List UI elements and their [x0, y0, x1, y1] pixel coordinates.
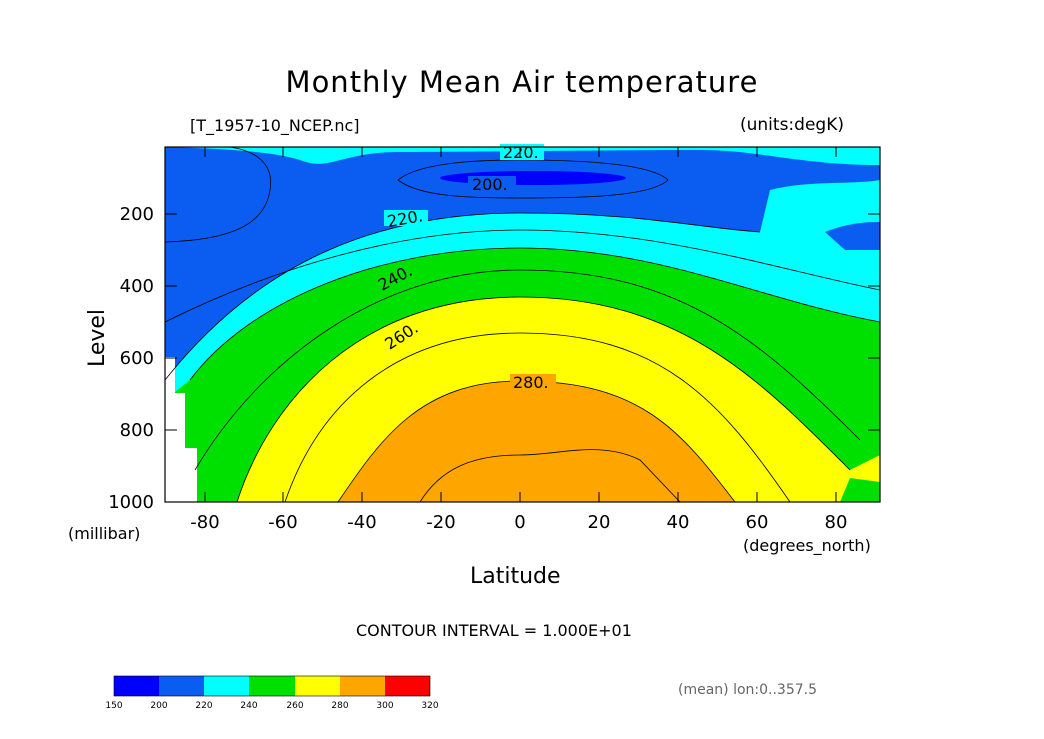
y-tick-label: 800 — [120, 420, 154, 441]
x-tick-labels: -80 -60 -40 -20 0 20 40 60 80 — [190, 512, 847, 533]
contour-line — [164, 146, 272, 243]
x-axis-units: (degrees_north) — [743, 536, 871, 555]
units-label: (units:degK) — [740, 115, 844, 135]
colorbar-label: 240 — [240, 701, 258, 711]
colorbar-swatch — [159, 676, 204, 696]
colorbar-swatch — [204, 676, 249, 696]
x-tick-label: 80 — [825, 512, 848, 533]
colorbar-label: 320 — [421, 701, 439, 711]
x-tick-label: 20 — [588, 512, 611, 533]
x-tick-label: -20 — [426, 512, 455, 533]
colorbar-swatch — [249, 676, 295, 696]
x-tick-label: -60 — [268, 512, 297, 533]
colorbar-swatch — [295, 676, 340, 696]
x-tick-label: 0 — [514, 512, 525, 533]
x-tick-label: 40 — [667, 512, 690, 533]
band-blue-arctic — [825, 222, 880, 250]
x-tick-label: 60 — [746, 512, 769, 533]
band-280-300 — [338, 381, 735, 502]
y-tick-label: 200 — [120, 204, 154, 225]
contour-line — [397, 159, 669, 199]
colorbar-label: 150 — [105, 701, 123, 711]
contour-line — [194, 269, 861, 471]
file-label: [T_1957-10_NCEP.nc] — [190, 116, 360, 135]
band-lt-200 — [440, 171, 626, 185]
x-ticks — [204, 147, 837, 502]
y-axis-units: (millibar) — [68, 524, 141, 543]
y-tick-labels: 200 400 600 800 1000 — [108, 204, 154, 513]
chart-title: Monthly Mean Air temperature — [285, 65, 759, 99]
y-tick-label: 1000 — [108, 492, 154, 513]
plot-frame — [164, 146, 881, 503]
contour-interval: CONTOUR INTERVAL = 1.000E+01 — [356, 621, 632, 640]
x-tick-label: -40 — [347, 512, 376, 533]
contour-line — [164, 229, 881, 323]
contour-label: 220. — [503, 143, 539, 162]
y-axis-label: Level — [85, 308, 110, 368]
contour-line — [164, 212, 761, 381]
y-tick-label: 400 — [120, 276, 154, 297]
contour-line — [419, 449, 681, 503]
contour-line — [284, 332, 791, 503]
colorbar-label: 200 — [150, 701, 168, 711]
y-tick-label: 600 — [120, 348, 154, 369]
contour-line — [236, 296, 851, 503]
x-tick-label: -80 — [190, 512, 219, 533]
band-220-240-top — [165, 147, 880, 165]
contour-fills — [165, 147, 880, 502]
colorbar-swatch — [385, 676, 430, 696]
band-green-arctic — [840, 478, 880, 502]
missing-data-3 — [165, 448, 197, 502]
y-ticks — [165, 213, 880, 431]
colorbar-label: 300 — [376, 701, 394, 711]
colorbar-swatch — [340, 676, 385, 696]
colorbar-swatch — [114, 676, 159, 696]
x-axis-label: Latitude — [470, 564, 561, 589]
contour-lines — [164, 146, 881, 503]
colorbar-label: 260 — [286, 701, 304, 711]
contour-label: 200. — [472, 175, 508, 194]
colorbar — [113, 675, 431, 697]
colorbar-label: 280 — [331, 701, 349, 711]
mean-note: (mean) lon:0..357.5 — [678, 682, 818, 698]
colorbar-label: 220 — [195, 701, 213, 711]
contour-line — [189, 247, 881, 381]
contour-label: 280. — [513, 373, 549, 392]
